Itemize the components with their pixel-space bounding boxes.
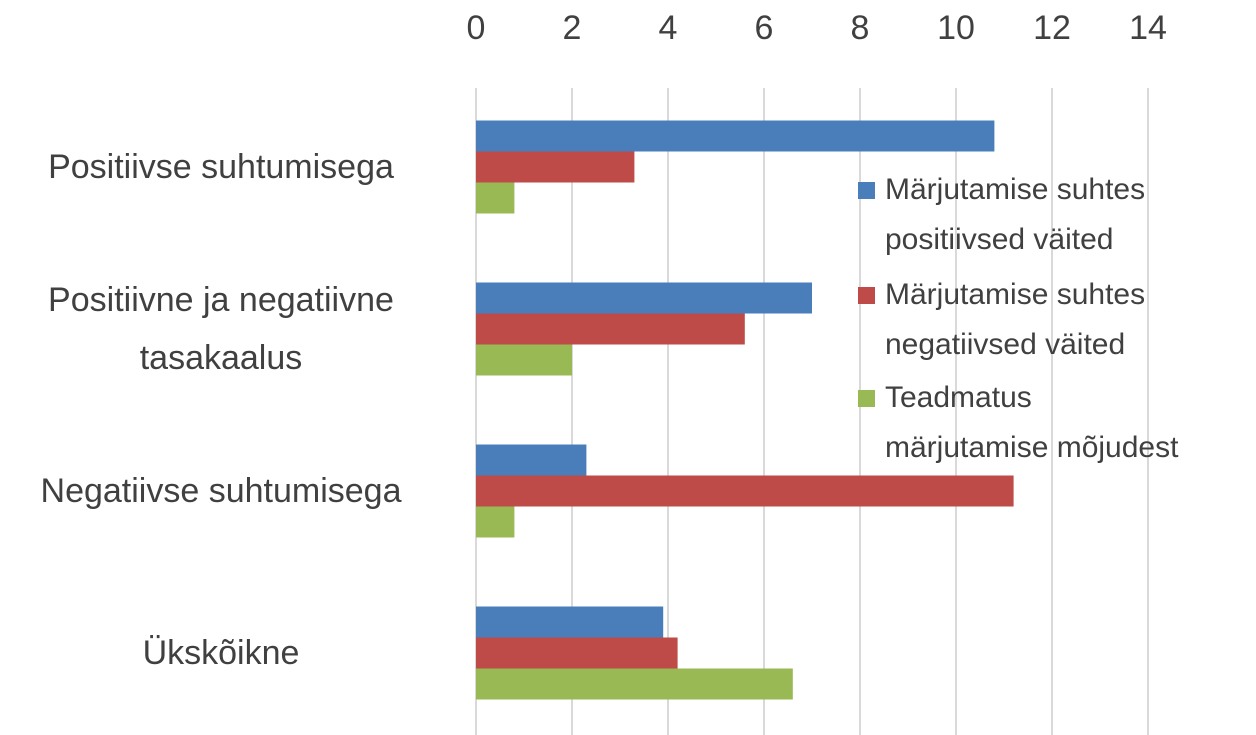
bar [476,606,664,638]
x-tick-label: 4 [659,9,678,47]
category-label: Negatiivse suhtumisega [40,472,402,510]
bar [476,637,678,669]
legend-item: Märjutamise suhtes positiivsed väited [858,165,1253,265]
bar [476,506,515,538]
category-label: Positiivse suhtumisega [48,148,394,186]
bar [476,313,745,345]
legend-swatch [858,182,875,199]
legend-label: Märjutamise suhtes positiivsed väited [885,173,1146,256]
bar [476,475,1014,507]
bar [476,344,572,376]
bar [476,668,793,700]
legend-swatch [858,287,875,304]
x-tick-label: 10 [937,9,975,47]
legend-label: Märjutamise suhtes negatiivsed väited [885,278,1146,361]
legend-item: Teadmatus märjutamise mõjudest [858,373,1253,473]
x-tick-label: 8 [851,9,870,47]
x-tick-label: 0 [467,9,486,47]
bar [476,151,635,183]
bar [476,282,812,314]
legend-label: Teadmatus märjutamise mõjudest [885,381,1179,464]
legend-swatch [858,390,875,407]
x-tick-label: 2 [563,9,582,47]
category-label: Positiivne ja negatiivne tasakaalus [48,281,394,377]
x-tick-label: 6 [755,9,774,47]
bar [476,444,587,476]
legend-item: Märjutamise suhtes negatiivsed väited [858,270,1253,370]
x-tick-label: 14 [1129,9,1167,47]
x-tick-label: 12 [1033,9,1071,47]
category-label: Ükskõikne [142,634,300,672]
bar [476,182,515,214]
bar [476,120,995,152]
